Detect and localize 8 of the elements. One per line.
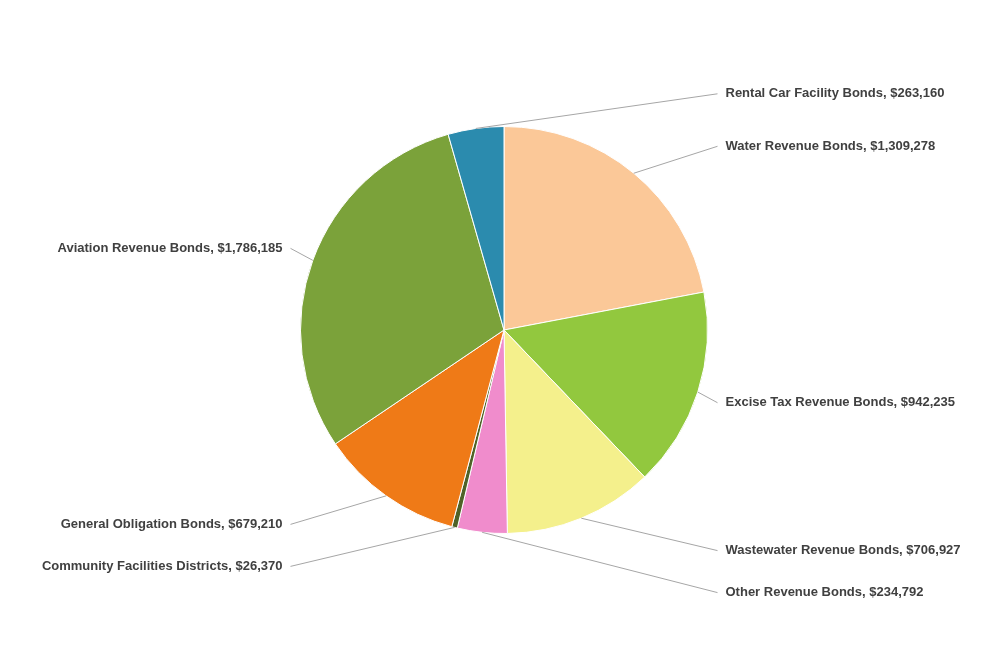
slice-label: Excise Tax Revenue Bonds, $942,235 xyxy=(725,394,956,410)
slice-label: Aviation Revenue Bonds, $1,786,185 xyxy=(57,239,283,255)
slice-label: Wastewater Revenue Bonds, $706,927 xyxy=(725,542,961,558)
slice-label: Other Revenue Bonds, $234,792 xyxy=(725,584,924,600)
slice-label: General Obligation Bonds, $679,210 xyxy=(60,515,283,531)
slice-label: Water Revenue Bonds, $1,309,278 xyxy=(725,137,936,153)
slice-label: Community Facilities Districts, $26,370 xyxy=(41,557,283,573)
slice-label: Rental Car Facility Bonds, $263,160 xyxy=(725,85,945,101)
